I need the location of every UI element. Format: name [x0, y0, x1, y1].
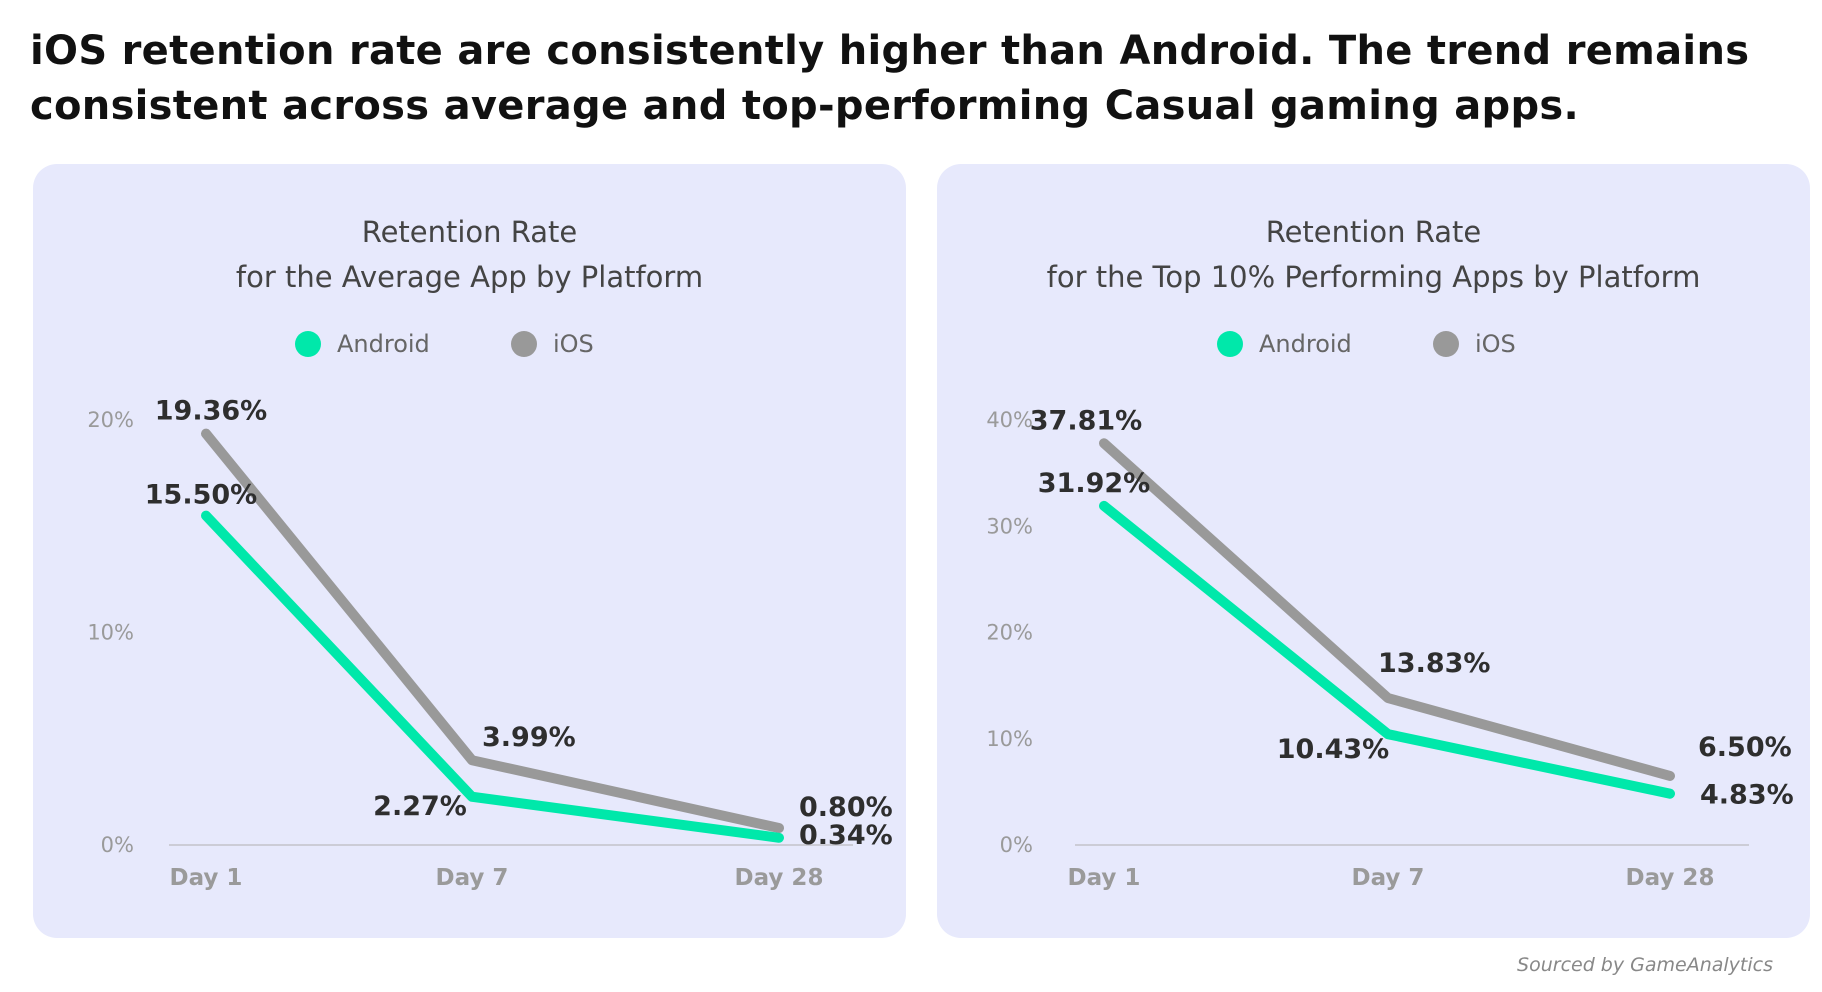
x-tick-label: Day 28	[735, 865, 824, 891]
legend-item-android: Android	[295, 330, 430, 358]
y-tick-label: 10%	[87, 621, 134, 645]
android-data-label: 10.43%	[1277, 734, 1389, 765]
ios-data-label: 0.80%	[799, 792, 893, 823]
ios-data-label: 3.99%	[482, 722, 576, 753]
chart-title-line-1: Retention Rate	[361, 215, 578, 249]
y-tick-label: 20%	[87, 408, 134, 432]
ios-series-line	[1099, 438, 1675, 781]
x-tick-label: Day 1	[170, 865, 243, 891]
ios-data-label: 6.50%	[1698, 732, 1792, 763]
ios-data-label: 13.83%	[1378, 648, 1490, 679]
headline-line-1: iOS retention rate are consistently high…	[30, 28, 1750, 74]
x-tick-label: Day 7	[1352, 865, 1425, 891]
legend-label: iOS	[1475, 330, 1516, 358]
y-tick-label: 20%	[986, 621, 1033, 645]
chart-title-line-2: for the Top 10% Performing Apps by Platf…	[1046, 260, 1701, 294]
android-data-label: 0.34%	[799, 820, 893, 851]
chart-title-line-2: for the Average App by Platform	[235, 260, 704, 294]
y-tick-label: 0%	[101, 833, 134, 857]
legend-label: Android	[337, 330, 430, 358]
headline: iOS retention rate are consistently high…	[30, 24, 1749, 134]
y-tick-label: 30%	[986, 514, 1033, 538]
ios-dot-icon	[1433, 331, 1459, 357]
android-series-line	[1099, 500, 1675, 799]
source-note: Sourced by GameAnalytics	[1517, 954, 1773, 976]
y-tick-label: 0%	[1000, 833, 1033, 857]
legend-label: Android	[1259, 330, 1352, 358]
average-app-chart-panel: Retention Rate for the Average App by Pl…	[33, 164, 906, 938]
x-tick-label: Day 7	[436, 865, 509, 891]
x-tick-label: Day 28	[1626, 865, 1715, 891]
android-data-label: 15.50%	[145, 480, 257, 511]
chart-title-line-1: Retention Rate	[1265, 215, 1482, 249]
android-data-label: 2.27%	[373, 791, 467, 822]
y-tick-label: 40%	[986, 408, 1033, 432]
android-data-label: 31.92%	[1038, 468, 1150, 499]
ios-dot-icon	[511, 331, 537, 357]
ios-data-label: 19.36%	[155, 396, 267, 427]
legend-label: iOS	[553, 330, 594, 358]
ios-data-label: 37.81%	[1030, 405, 1142, 436]
headline-line-2: consistent across average and top-perfor…	[30, 83, 1579, 129]
ios-series-line	[201, 428, 784, 833]
android-dot-icon	[1217, 331, 1243, 357]
x-tick-label: Day 1	[1068, 865, 1141, 891]
chart-title: Retention Rate for the Top 10% Performin…	[937, 210, 1810, 300]
chart-title: Retention Rate for the Average App by Pl…	[33, 210, 906, 300]
legend-item-android: Android	[1217, 330, 1352, 358]
android-data-label: 4.83%	[1700, 780, 1794, 811]
legend-item-ios: iOS	[1433, 330, 1516, 358]
y-tick-label: 10%	[986, 727, 1033, 751]
top-apps-chart-panel: Retention Rate for the Top 10% Performin…	[937, 164, 1810, 938]
android-dot-icon	[295, 331, 321, 357]
legend-item-ios: iOS	[511, 330, 594, 358]
android-series-line	[201, 510, 784, 843]
